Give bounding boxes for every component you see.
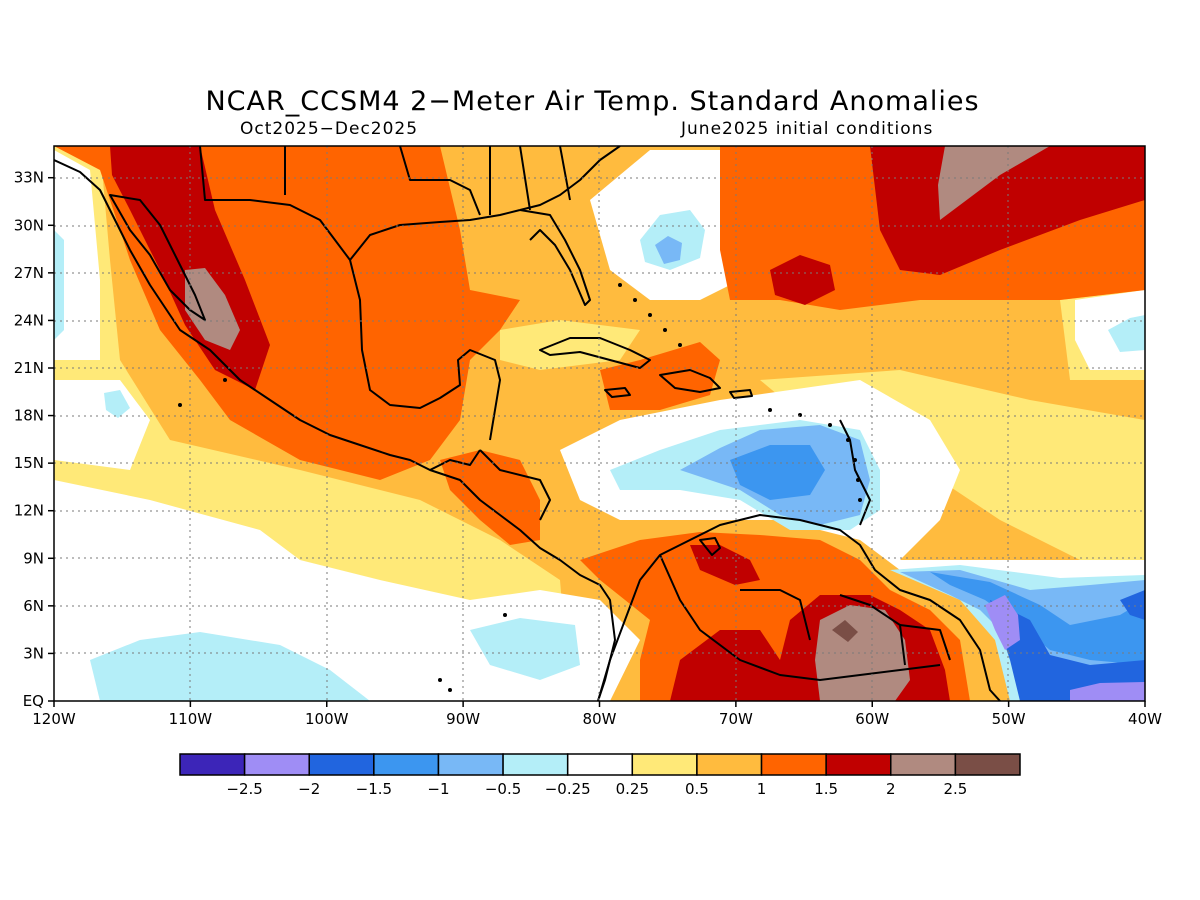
- lat-tick-label: 24N: [14, 311, 44, 329]
- lat-tick-label: 21N: [14, 359, 44, 377]
- colorbar-label: 2: [886, 780, 896, 798]
- anomaly-violet-atlantic: [985, 595, 1020, 650]
- lat-tick-label: 27N: [14, 264, 44, 282]
- lat-tick-label: 12N: [14, 502, 44, 520]
- anomaly-red-atlantic-spot: [770, 255, 835, 305]
- colorbar-label: −1: [427, 780, 449, 798]
- graticule: [54, 146, 1145, 701]
- anomaly-cyan-pacific: [90, 632, 370, 701]
- lon-tick-label: 70W: [719, 710, 753, 728]
- colorbar-label: 0.25: [616, 780, 649, 798]
- anomaly-mauve-baja: [185, 268, 240, 350]
- colorbar-swatch: [373, 753, 440, 776]
- anomaly-field: [54, 146, 1145, 701]
- lat-tick-label: 18N: [14, 407, 44, 425]
- lat-tick-label: EQ: [23, 692, 44, 710]
- anomaly-white-pacific-north: [54, 150, 100, 360]
- colorbar-swatch: [631, 753, 698, 776]
- lat-tick-label: 15N: [14, 454, 44, 472]
- colorbar-label: 2.5: [943, 780, 967, 798]
- colorbar-label: 0.5: [685, 780, 709, 798]
- lat-tick-label: 9N: [23, 549, 44, 567]
- anomaly-blue-gulfstream: [655, 236, 682, 264]
- lon-tick-label: 50W: [992, 710, 1026, 728]
- lon-tick-label: 90W: [446, 710, 480, 728]
- anomaly-cyan-atlantic-east: [1108, 315, 1145, 352]
- anomaly-cyan-coast: [54, 230, 64, 340]
- lat-tick-label: 6N: [23, 597, 44, 615]
- colorbar-swatch: [825, 753, 892, 776]
- colorbar-swatch: [890, 753, 957, 776]
- lat-tick-label: 3N: [23, 644, 44, 662]
- anomaly-blue2-atlantic: [930, 572, 1145, 665]
- lon-tick-label: 60W: [855, 710, 889, 728]
- colorbar-label: −0.5: [485, 780, 521, 798]
- colorbar-label: −0.25: [545, 780, 591, 798]
- anomaly-red-venezuela: [690, 545, 760, 585]
- anomaly-cyan-spot: [104, 390, 130, 418]
- colorbar-label: −2: [298, 780, 320, 798]
- colorbar-swatch: [437, 753, 504, 776]
- anomaly-red-atlantic-north: [870, 146, 1145, 275]
- colorbar-swatch: [502, 753, 569, 776]
- anomaly-violet-atlantic-south: [1070, 682, 1145, 701]
- lat-tick-label: 33N: [14, 169, 44, 187]
- initial-conditions: June2025 initial conditions: [681, 119, 934, 139]
- anomaly-blue3-atlantic: [990, 600, 1145, 701]
- colorbar-swatch: [179, 753, 246, 776]
- lon-tick-label: 120W: [32, 710, 76, 728]
- anomaly-blue3-atlantic-east: [1120, 590, 1145, 620]
- colorbar: −2.5 −2 −1.5 −1 −0.5 −0.25 0.25 0.5 1 1.5 2 2.5: [179, 753, 1021, 798]
- anomaly-cyan-pacific-east: [470, 618, 580, 680]
- colorbar-label: 1.5: [814, 780, 838, 798]
- map-title: NCAR_CCSM4 2−Meter Air Temp. Standard An…: [205, 86, 980, 117]
- lon-tick-label: 80W: [583, 710, 617, 728]
- lon-tick-label: 110W: [169, 710, 213, 728]
- colorbar-swatch: [760, 753, 827, 776]
- colorbar-swatch: [696, 753, 763, 776]
- colorbar-label: 1: [757, 780, 767, 798]
- colorbar-swatch: [566, 753, 634, 776]
- colorbar-swatch: [243, 753, 310, 776]
- anomaly-blue2-caribbean: [730, 445, 825, 500]
- lon-tick-label: 40W: [1128, 710, 1162, 728]
- islands: [178, 283, 862, 692]
- colorbar-swatch: [308, 753, 375, 776]
- forecast-period: Oct2025−Dec2025: [240, 119, 419, 139]
- colorbar-label: −2.5: [226, 780, 262, 798]
- anomaly-brown-guiana: [832, 620, 858, 642]
- anomaly-band-yellow-cuba: [500, 320, 640, 370]
- colorbar-swatch: [954, 753, 1021, 776]
- lat-tick-label: 30N: [14, 216, 44, 234]
- coastlines: [54, 146, 1001, 701]
- anomaly-mauve-atlantic-north: [938, 146, 1050, 220]
- lon-tick-label: 100W: [305, 710, 349, 728]
- colorbar-label: −1.5: [356, 780, 392, 798]
